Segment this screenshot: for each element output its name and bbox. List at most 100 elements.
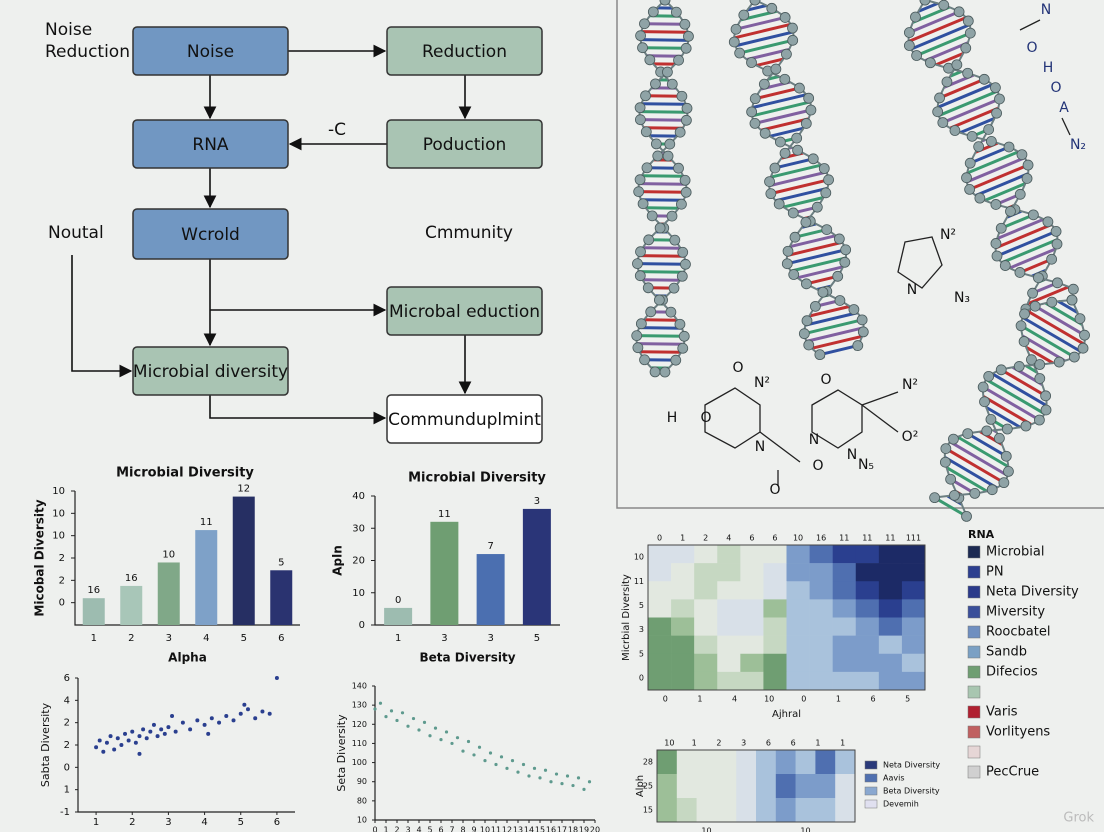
x-tick-label: 5	[534, 633, 540, 644]
base-pair	[910, 23, 971, 51]
legend-swatch	[967, 705, 981, 719]
heat-cell	[763, 581, 787, 600]
base-pair	[643, 126, 683, 130]
ring	[704, 387, 761, 449]
base-pair	[640, 198, 684, 202]
base-pair	[638, 254, 685, 258]
point	[173, 729, 178, 734]
base-pair	[975, 172, 1029, 197]
nucleotide	[659, 366, 671, 378]
heat-cell	[717, 563, 741, 582]
base-pair	[996, 217, 1045, 241]
legend-swatch	[967, 625, 981, 639]
nucleotide	[637, 42, 648, 54]
nucleotide	[670, 354, 682, 366]
point	[389, 709, 394, 713]
x-tick-label: 6	[438, 826, 443, 832]
flow-annotation: Noutal	[48, 223, 104, 243]
chem-label: H	[1043, 60, 1054, 76]
chem-label: A	[1059, 100, 1069, 116]
heat-cell	[855, 545, 880, 564]
nucleotide	[680, 258, 691, 270]
bottom-label: 1	[836, 695, 841, 704]
point	[104, 740, 109, 745]
nucleotide	[779, 12, 791, 23]
heat-cell	[648, 635, 672, 655]
base-pair	[639, 326, 683, 330]
y-axis-label: Alph	[635, 775, 646, 797]
nucleotide	[962, 428, 974, 440]
nucleotide	[998, 477, 1010, 489]
nucleotide	[981, 425, 993, 437]
heat-cell	[717, 671, 741, 691]
base-pair	[924, 41, 969, 62]
nucleotide	[1050, 225, 1062, 237]
chem-label: N	[847, 447, 857, 463]
legend-label: Neta Diversity	[883, 761, 940, 770]
base-pair	[806, 326, 865, 343]
top-label: 1	[815, 739, 820, 748]
top-label: 1	[692, 739, 697, 748]
legend-label: Roocbatel	[986, 625, 1050, 640]
point	[148, 729, 153, 734]
heat-cell	[809, 671, 833, 691]
nucleotide	[801, 315, 813, 327]
x-tick-label: 6	[278, 633, 284, 644]
nucleotide	[664, 138, 676, 150]
bar	[270, 570, 293, 625]
x-tick-label: 2	[129, 817, 135, 828]
chart-title: Microbial Diversity	[408, 471, 546, 486]
base-pair	[1001, 238, 1059, 265]
x-tick-label: 1	[395, 633, 401, 644]
nucleotide	[1079, 329, 1090, 341]
nucleotide	[681, 102, 693, 114]
heat-cell	[694, 617, 718, 636]
chem-label: O²	[902, 429, 919, 445]
flow-node	[132, 346, 289, 396]
heat-cell	[657, 774, 678, 799]
nucleotide	[680, 186, 692, 198]
legend-swatch	[864, 786, 878, 796]
point	[170, 713, 175, 718]
nucleotide	[932, 106, 944, 118]
heat-cell	[740, 671, 764, 691]
heat-cell	[740, 581, 764, 600]
heat-cell	[901, 671, 926, 691]
bottom-label: 1	[697, 695, 702, 704]
nucleotide	[821, 224, 833, 236]
nucleotide	[649, 366, 661, 378]
nucleotide	[798, 328, 810, 340]
heat-cell	[648, 617, 672, 636]
heat-cell	[648, 671, 672, 691]
y-tick-label: 40	[352, 491, 365, 502]
nucleotide	[782, 245, 794, 257]
nucleotide	[639, 354, 650, 366]
chem-label: N²	[902, 377, 918, 393]
heat-cell	[716, 774, 737, 799]
legend-swatch	[967, 685, 981, 699]
base-pair	[944, 455, 998, 490]
nucleotide	[677, 246, 689, 258]
point	[231, 718, 236, 723]
heat-cell	[694, 563, 718, 582]
nucleotide	[670, 6, 682, 18]
nucleotide	[852, 340, 864, 351]
flow-node	[386, 286, 543, 336]
legend-label: Neta Diversity	[986, 585, 1079, 600]
heat-cell	[676, 774, 697, 799]
top-label: 6	[749, 534, 754, 543]
base-pair	[805, 311, 858, 327]
heat-cell	[809, 635, 833, 655]
nucleotide	[673, 54, 684, 66]
base-pair	[935, 52, 964, 67]
nucleotide	[678, 330, 690, 342]
heat-cell	[786, 599, 810, 618]
heat-cell	[878, 599, 903, 618]
heat-cell	[855, 653, 880, 673]
top-label: 10	[664, 739, 674, 748]
nucleotide	[857, 326, 869, 338]
point	[112, 747, 117, 752]
nucleotide	[840, 244, 852, 256]
ring	[897, 236, 943, 289]
nucleotide	[977, 381, 989, 393]
